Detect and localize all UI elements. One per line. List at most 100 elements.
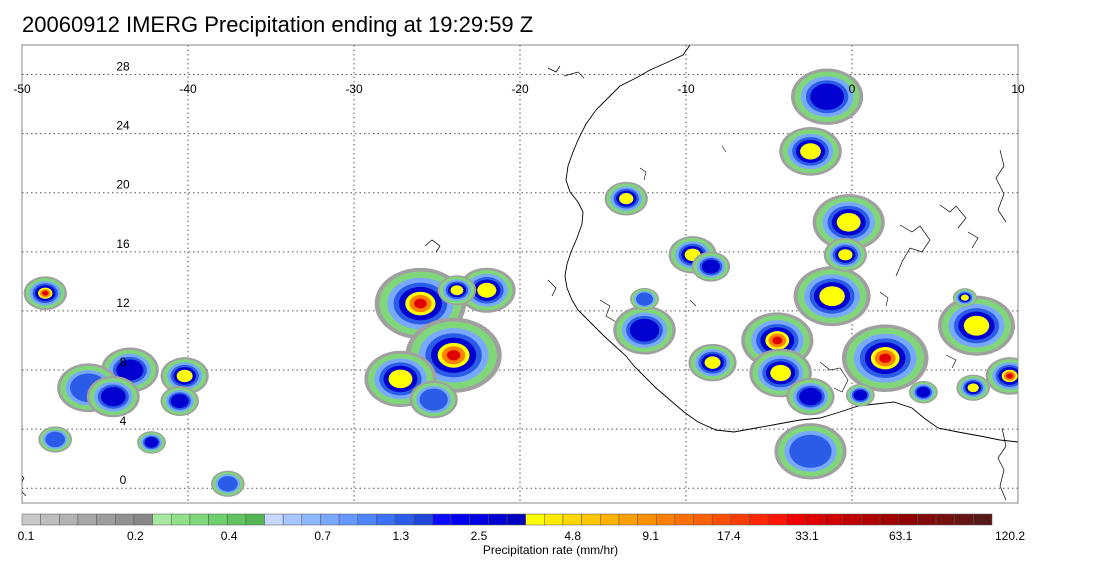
lon-tick-label: -10: [677, 82, 695, 96]
precip-ring: [819, 286, 845, 307]
colorbar-swatch: [413, 513, 433, 526]
precip-cell: [823, 237, 868, 272]
colorbar-swatch: [749, 513, 769, 526]
colorbar-swatch: [357, 513, 377, 526]
colorbar-swatch: [805, 513, 825, 526]
precip-ring: [116, 359, 144, 381]
colorbar-tick-label: 33.1: [795, 529, 819, 543]
colorbar-swatch: [525, 513, 545, 526]
precip-cell: [604, 181, 648, 216]
colorbar-label: Precipitation rate (mm/hr): [482, 543, 619, 557]
colorbar-swatch: [282, 513, 303, 526]
precip-cell: [812, 194, 885, 251]
colorbar-swatch: [115, 513, 135, 526]
colorbar-swatch: [394, 513, 414, 526]
colorbar-swatch: [170, 513, 191, 526]
precip-ring: [701, 259, 720, 274]
colorbar-swatch: [208, 513, 228, 526]
axis-tick-labels: -50 -40 -30 -20 -10 0 10 0 4 8 12 16 20 24 28: [13, 60, 1025, 488]
precip-ring: [45, 431, 66, 448]
colorbar-swatch: [301, 513, 321, 526]
precip-cell: [613, 305, 676, 355]
colorbar-swatch: [730, 513, 750, 526]
precip-cell: [845, 383, 875, 407]
precip-ring: [800, 143, 821, 160]
precip-ring: [967, 383, 979, 393]
lat-tick-label: 12: [116, 296, 130, 310]
lat-tick-label: 28: [116, 60, 130, 74]
precip-cell: [23, 276, 67, 311]
lat-tick-label: 24: [116, 119, 130, 133]
precip-cell: [774, 423, 847, 480]
colorbar-swatch: [842, 513, 862, 526]
africa-coast-detail: [22, 65, 1007, 501]
precip-ring: [772, 336, 783, 345]
colorbar-swatch: [600, 513, 620, 526]
colorbar-tick-label: 1.3: [392, 529, 410, 543]
precipitation-field: [23, 68, 1018, 497]
precip-cell: [937, 295, 1016, 356]
lat-tick-label: 8: [120, 355, 127, 369]
precip-cell: [457, 267, 516, 313]
colorbar-swatch: [77, 513, 97, 526]
precip-cell: [86, 375, 140, 418]
colorbar-tick-label: 0.7: [314, 529, 332, 543]
colorbar-swatch: [693, 513, 713, 526]
precip-cell: [160, 357, 209, 395]
precip-cell: [793, 266, 871, 327]
colorbar-swatch: [954, 513, 974, 526]
lon-tick-label: -40: [179, 82, 197, 96]
colorbar-swatch: [562, 513, 582, 526]
lat-tick-label: 20: [116, 178, 130, 192]
colorbar-swatch: [189, 513, 209, 526]
colorbar-tick-label: 17.4: [717, 529, 741, 543]
precip-ring: [446, 350, 461, 361]
precip-cell: [908, 380, 938, 404]
colorbar-swatch: [320, 513, 340, 526]
lat-tick-label: 4: [120, 414, 127, 428]
precip-cell: [841, 324, 929, 393]
colorbar-swatch: [898, 513, 918, 526]
lon-tick-label: -30: [345, 82, 363, 96]
colorbar-tick-label: 0.1: [17, 529, 35, 543]
colorbar-swatch: [506, 513, 526, 526]
colorbar-tick-label: 0.4: [220, 529, 238, 543]
lon-tick-label: -50: [13, 82, 31, 96]
precip-ring: [619, 193, 634, 205]
precip-ring: [414, 298, 427, 309]
precip-cell: [688, 343, 737, 382]
precip-ring: [960, 294, 969, 301]
precip-ring: [1006, 373, 1014, 379]
colorbar-swatch: [973, 513, 993, 526]
colorbar-swatch: [21, 513, 41, 526]
precip-ring: [477, 282, 497, 298]
colorbar-swatch: [59, 513, 79, 526]
colorbar-swatch: [96, 513, 116, 526]
colorbar-swatch: [879, 513, 899, 526]
precip-ring: [799, 387, 822, 406]
colorbar-swatch: [823, 513, 844, 526]
map-title: 20060912 IMERG Precipitation ending at 1…: [22, 12, 534, 37]
lon-tick-label: 0: [849, 82, 856, 96]
colorbar-swatch: [655, 513, 676, 526]
colorbar-swatch: [935, 513, 955, 526]
colorbar-swatch: [711, 513, 732, 526]
precip-cell: [956, 374, 991, 401]
precip-ring: [176, 369, 193, 383]
precip-cell: [786, 377, 835, 416]
colorbar-swatch: [618, 513, 638, 526]
precip-ring: [853, 389, 868, 401]
colorbar-swatch: [786, 513, 806, 526]
colorbar-swatch: [469, 513, 489, 526]
colorbar-swatch: [581, 513, 601, 526]
precip-ring: [810, 83, 845, 110]
colorbar-swatch: [40, 513, 60, 526]
precip-ring: [217, 476, 238, 492]
precip-cell: [630, 287, 659, 311]
precip-ring: [770, 364, 791, 382]
coastline: [22, 45, 1018, 501]
colorbar-swatch: [767, 513, 788, 526]
colorbar-swatch: [245, 513, 265, 526]
precip-ring: [629, 318, 660, 342]
